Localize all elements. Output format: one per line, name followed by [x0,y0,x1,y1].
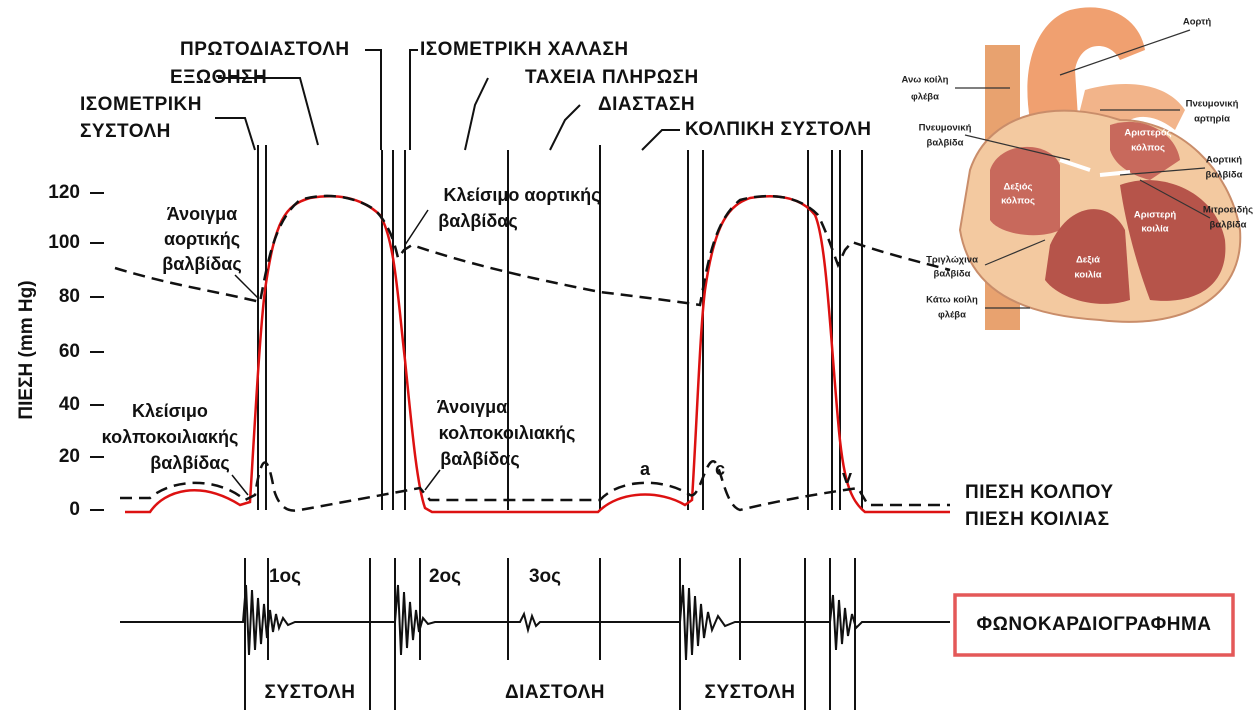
y-tick: 120 [48,182,80,203]
phase-label: ΣΥΣΤΟΛΗ [80,121,171,142]
heart-label: Ανω κοίλη [902,75,949,86]
annotation-line: βαλβίδας [438,211,517,231]
annotation-line: βαλβίδας [440,449,519,469]
heart-label: Αριστερός [1124,128,1171,139]
period-label: ΣΥΣΤΟΛΗ [705,682,796,703]
phono-title: ΦΩΝΟΚΑΡΔΙΟΓΡΑΦΗΜΑ [976,614,1211,635]
heart-label: Τριγλώχινα [926,255,978,266]
heart-label: Μιτροειδής [1203,205,1253,216]
heart-label: φλέβα [911,92,939,103]
heart-label: βαλβίδα [1206,170,1243,181]
wave-label: v [842,467,852,487]
heart-label: βαλβίδα [927,138,964,149]
annotation-line: Κλείσιμο [132,401,208,421]
y-tick: 20 [59,446,80,467]
annotation-line: Κλείσιμο αορτικής [444,185,601,205]
heart-label: κόλπος [1131,143,1165,154]
heart-label: φλέβα [938,310,966,321]
heart-label: κοιλία [1141,224,1168,235]
phase-label: ΠΡΩΤΟΔΙΑΣΤΟΛΗ [180,39,350,60]
phase-label: ΔΙΑΣΤΑΣΗ [598,94,695,115]
heart-label: Κάτω κοίλη [926,295,978,306]
heart-label: Αριστερή [1134,210,1177,221]
heart-sound: 2ος [429,566,461,587]
heart-label: Δεξιός [1004,182,1033,193]
heart-label: βαλβίδα [934,269,971,280]
phase-label: ΙΣΟΜΕΤΡΙΚΗ ΧΑΛΑΣΗ [420,39,629,60]
annotation-line: κολποκοιλιακής [439,423,576,443]
heart-label: Δεξιά [1076,255,1100,266]
trace-label: ΠΙΕΣΗ ΚΟΙΛΙΑΣ [965,509,1110,530]
annotation: Κλείσιμο κολποκοιλιακής βαλβίδας [102,401,248,495]
aortic-pressure [115,196,950,305]
heart-label: Αορτή [1183,17,1212,28]
period-label: ΔΙΑΣΤΟΛΗ [505,682,605,703]
phase-label: ΚΟΛΠΙΚΗ ΣΥΣΤΟΛΗ [685,119,871,140]
heart-sound: 1ος [269,566,301,587]
heart-label: Πνευμονική [919,123,972,134]
heart-label: βαλβίδα [1210,220,1247,231]
heart-label: Πνευμονική [1186,99,1239,110]
wave-label: a [640,459,651,479]
trace-label: ΠΙΕΣΗ ΚΟΛΠΟΥ [965,482,1114,503]
annotation-line: Άνοιγμα [167,204,237,224]
y-tick: 80 [59,286,80,307]
y-ticks: 120 100 80 60 40 20 0 [48,182,104,520]
phase-label: ΤΑΧΕΙΑ ΠΛΗΡΩΣΗ [525,67,699,88]
annotation-line: κολποκοιλιακής [102,427,239,447]
period-label: ΣΥΣΤΟΛΗ [265,682,356,703]
y-axis-label: ΠΙΕΣΗ (mm Hg) [16,280,37,419]
wiggers-diagram: ΠΙΕΣΗ (mm Hg) 120 100 80 60 40 20 0 ΠΡΩΤ… [0,0,1259,713]
heart-label: αρτηρία [1194,114,1230,125]
heart-label: κόλπος [1001,196,1035,207]
annotation: Κλείσιμο αορτικής βαλβίδας [405,185,601,245]
annotation-line: βαλβίδας [162,254,241,274]
heart-label: Αορτική [1206,155,1242,166]
wave-label: c [715,459,725,479]
y-tick: 0 [69,499,80,520]
y-tick: 100 [48,232,80,253]
annotation-line: αορτικής [164,229,240,249]
annotation: Άνοιγμα κολποκοιλιακής βαλβίδας [425,397,575,490]
heart-sound: 3ος [529,566,561,587]
annotation-line: βαλβίδας [150,453,229,473]
annotation-line: Άνοιγμα [437,397,507,417]
heart-label: κοιλία [1074,270,1101,281]
phase-label: ΙΣΟΜΕΤΡΙΚΗ [80,94,202,115]
y-tick: 40 [59,394,80,415]
ventricular-pressure [125,196,950,512]
y-tick: 60 [59,341,80,362]
